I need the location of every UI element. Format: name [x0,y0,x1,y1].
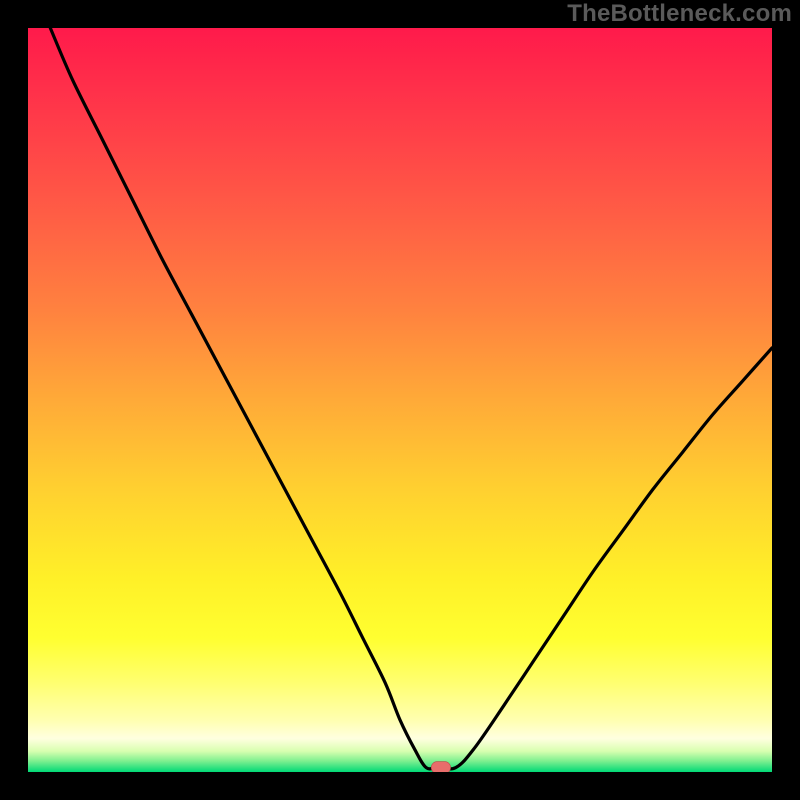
plot-area [28,28,772,773]
minimum-marker [431,762,450,774]
chart-svg [0,0,800,800]
gradient-background [28,28,772,772]
chart-stage: TheBottleneck.com [0,0,800,800]
watermark-text: TheBottleneck.com [567,0,792,28]
